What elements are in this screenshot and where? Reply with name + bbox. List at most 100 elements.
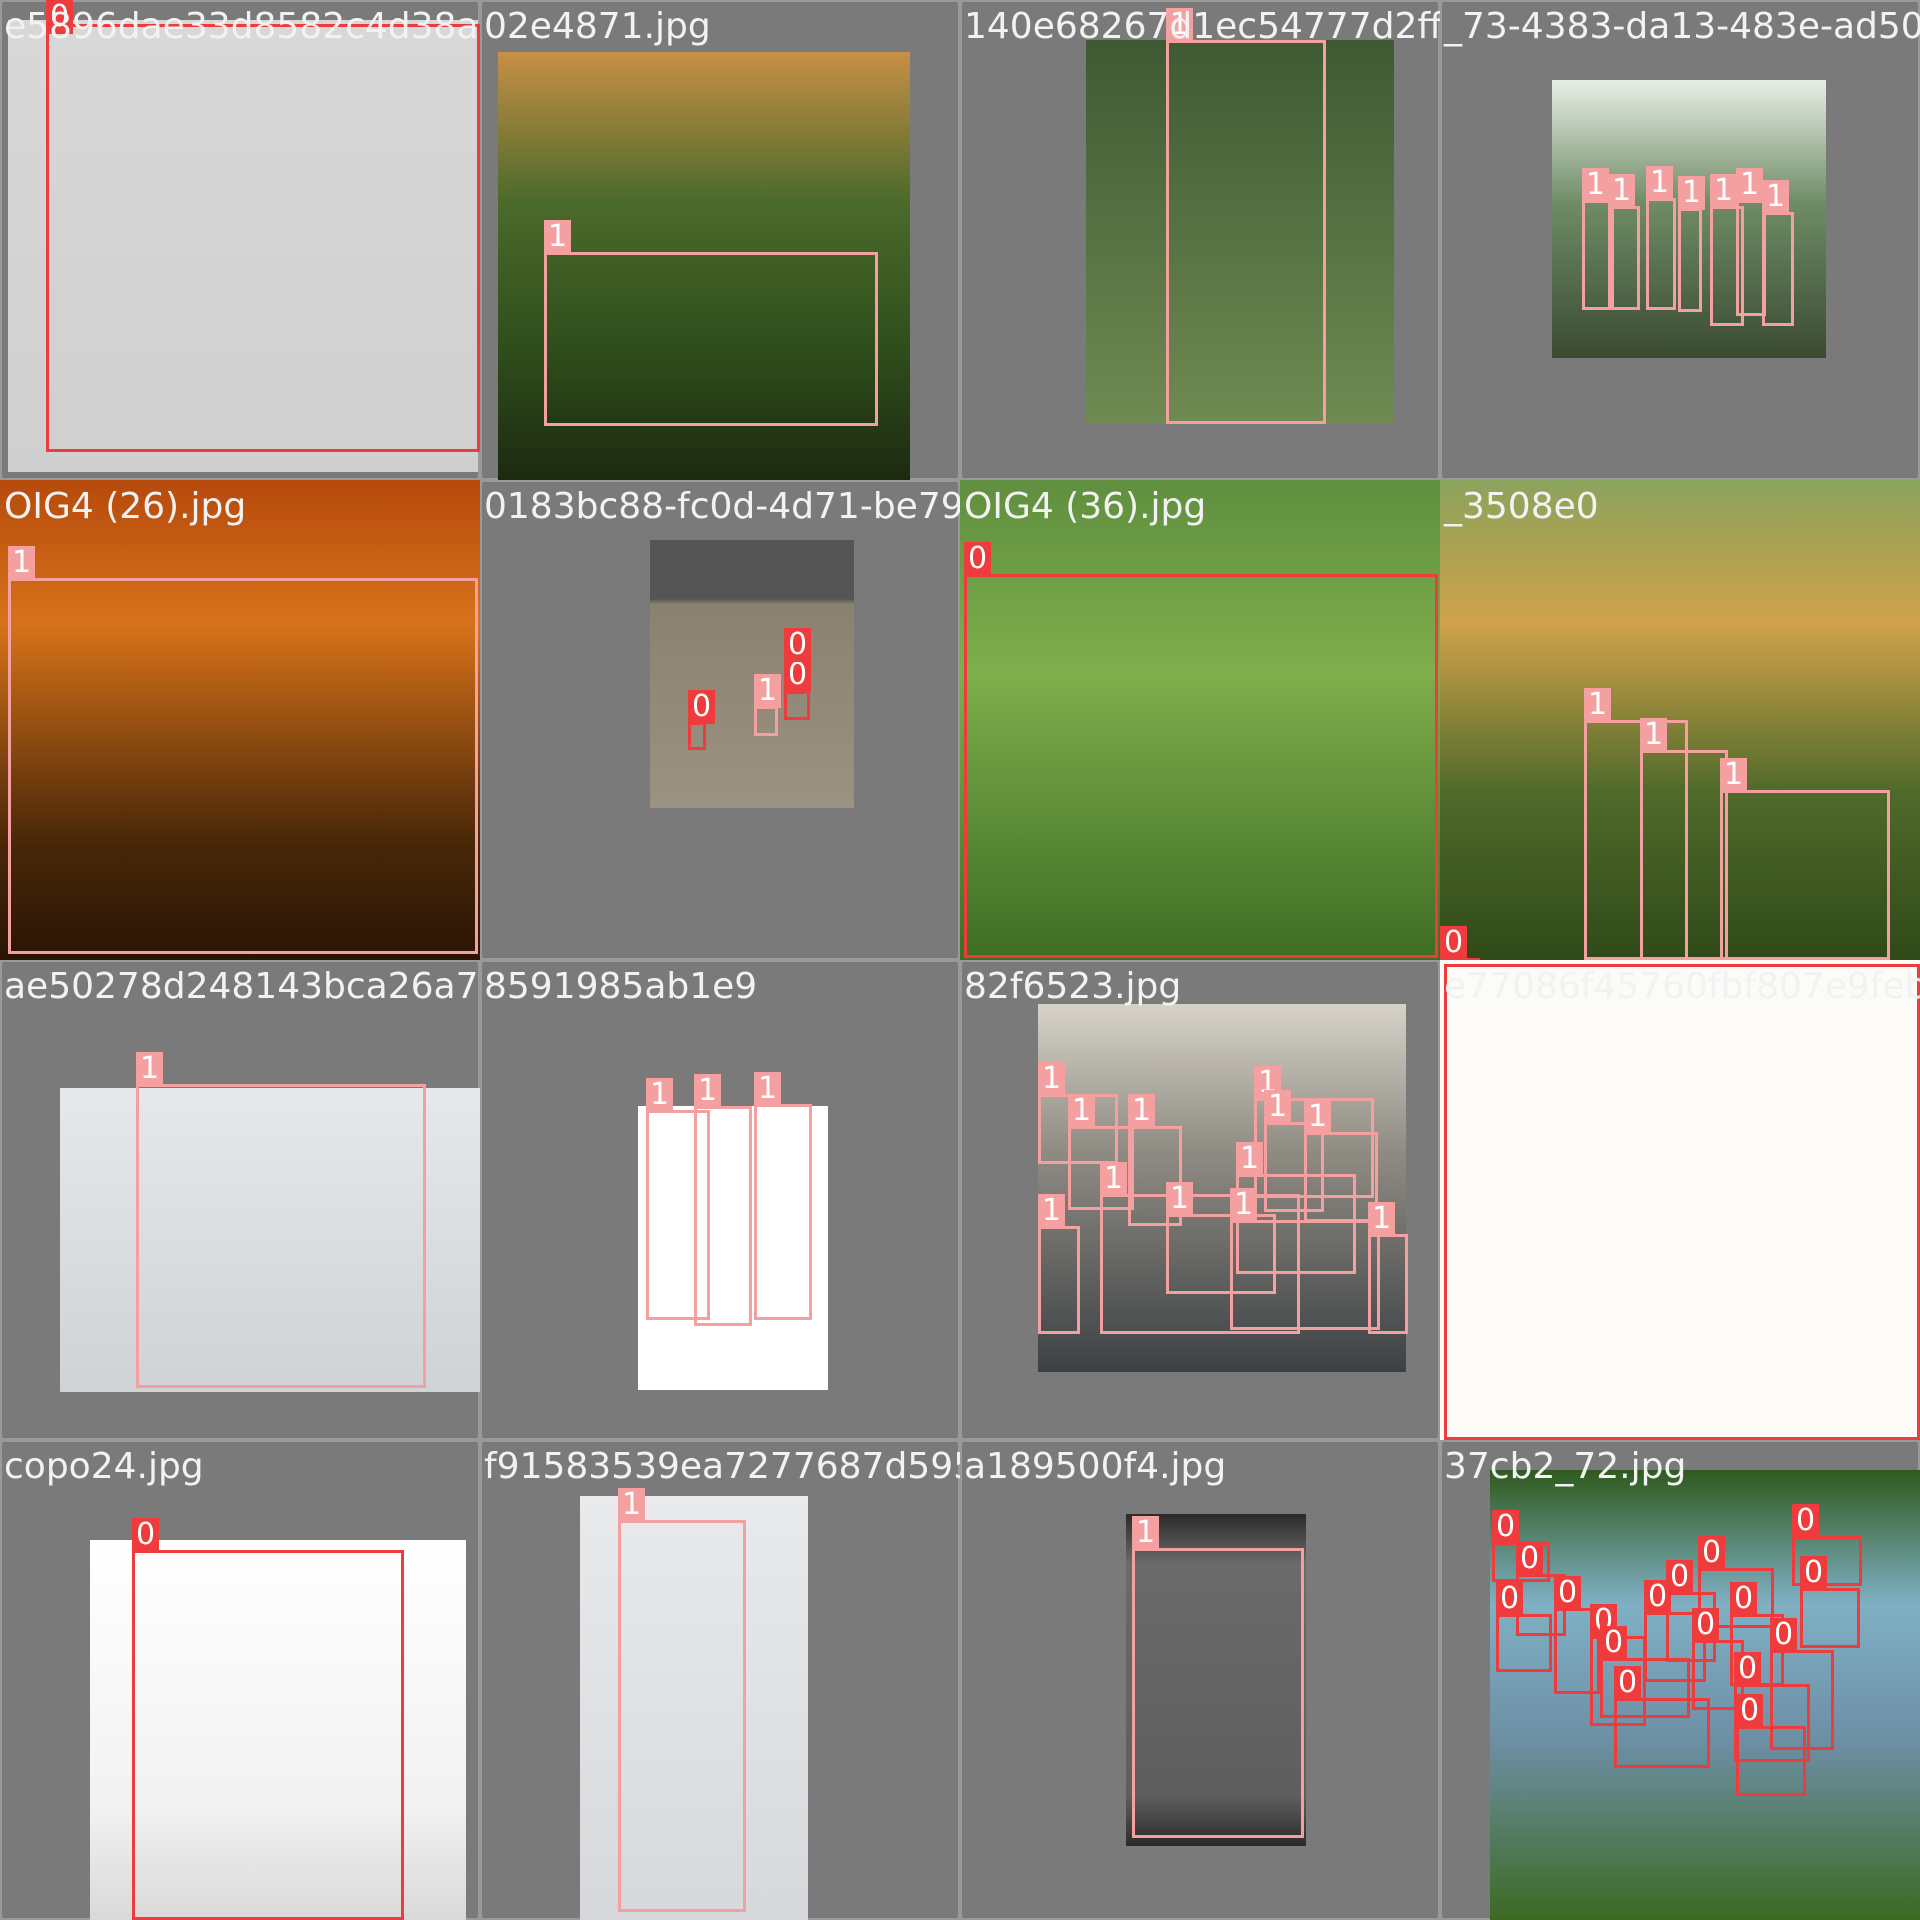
image-tile[interactable]: 37cb2_72.jpg 0 0 0 0 0 0 0 0 0 0 0 0 0 0 0 0 0	[1440, 1440, 1920, 1920]
photo	[1126, 1514, 1306, 1846]
tile-filename: 0183bc88-fc0d-4d71-be79-a	[484, 486, 960, 527]
image-tile[interactable]: _73-4383-da13-483e-ad50 1 1 1 1 1 1 1	[1440, 0, 1920, 480]
bounding-box	[8, 578, 478, 954]
class-label: 1	[1132, 1516, 1160, 1550]
image-tile[interactable]: OIG4 (26).jpg 1	[0, 480, 480, 960]
class-label: 1	[136, 1052, 164, 1086]
image-tile[interactable]: f91583539ea7277687d5954 1	[480, 1440, 960, 1920]
photo	[8, 20, 478, 472]
photo	[638, 1106, 828, 1390]
image-tile[interactable]: _3508e0 1 1 1 0	[1440, 480, 1920, 960]
bounding-box	[46, 24, 480, 452]
tile-filename: _3508e0	[1444, 486, 1599, 527]
class-label: 1	[1128, 1094, 1156, 1128]
bounding-box	[1640, 750, 1728, 960]
class-label: 0	[1600, 1626, 1628, 1660]
class-label: 1	[1100, 1162, 1128, 1196]
bounding-box	[1236, 1174, 1356, 1274]
image-tile[interactable]: e5896dae33d8582c4d38acc 0	[0, 0, 480, 480]
bounding-box	[1166, 1214, 1276, 1294]
class-label: 1	[1068, 1094, 1096, 1128]
bounding-box	[1496, 1614, 1552, 1672]
class-label: 1	[1608, 174, 1636, 208]
class-label: 1	[1166, 8, 1194, 42]
bounding-box	[1100, 1194, 1300, 1334]
class-label: 1	[754, 1072, 782, 1106]
class-label: 0	[1692, 1608, 1720, 1642]
tile-filename: _73-4383-da13-483e-ad50	[1444, 6, 1920, 47]
bounding-box	[1132, 1548, 1304, 1838]
class-label: 0	[1614, 1666, 1642, 1700]
class-label: 1	[1640, 718, 1668, 752]
bounding-box	[136, 1084, 426, 1388]
bounding-box	[1230, 1220, 1380, 1330]
class-label: 1	[1304, 1100, 1332, 1134]
tile-filename: f91583539ea7277687d5954	[484, 1446, 960, 1487]
bounding-box	[688, 722, 706, 750]
class-label: 0	[1770, 1618, 1798, 1652]
class-label: 1	[1368, 1202, 1396, 1236]
class-label: 0	[964, 542, 992, 576]
class-label: 0	[1440, 926, 1468, 960]
image-tile[interactable]: a189500f4.jpg 1	[960, 1440, 1440, 1920]
tile-filename: 140e68267d1ec54777d2ffef8a4993	[964, 6, 1440, 47]
class-label: 1	[1230, 1188, 1258, 1222]
class-label: 1	[1038, 1062, 1066, 1096]
class-label: 0	[1492, 1510, 1520, 1544]
tile-filename: 82f6523.jpg	[964, 966, 1182, 1007]
photo	[650, 540, 854, 808]
class-label: 0	[46, 0, 74, 34]
class-label: 1	[1678, 176, 1706, 210]
bounding-box	[1614, 1698, 1710, 1768]
bounding-box	[1678, 208, 1702, 312]
bounding-box	[1644, 1612, 1706, 1682]
class-label: 0	[1730, 1582, 1758, 1616]
image-tile[interactable]: 82f6523.jpg 1 1 1 1 1 1 1 1 1 1 1 1	[960, 960, 1440, 1440]
bounding-box	[964, 574, 1438, 958]
class-label: 0	[1496, 1582, 1524, 1616]
tile-filename: OIG4 (26).jpg	[4, 486, 247, 527]
tile-filename: 8591985ab1e9	[484, 966, 758, 1007]
class-label: 1	[1582, 168, 1610, 202]
class-label: 1	[544, 220, 572, 254]
photo	[60, 1088, 480, 1392]
image-tile[interactable]: e77086f45760fbf807e9feb0	[1440, 960, 1920, 1440]
image-tile[interactable]: ae50278d248143bca26a765 1	[0, 960, 480, 1440]
class-label: 1	[1038, 1194, 1066, 1228]
class-label: 1	[1264, 1090, 1292, 1124]
image-tile[interactable]: 140e68267d1ec54777d2ffef8a49931	[960, 0, 1440, 480]
image-tile[interactable]: OIG4 (36).jpg 0	[960, 480, 1440, 960]
class-label: 1	[1646, 166, 1674, 200]
image-tile[interactable]: copo24.jpg 0	[0, 1440, 480, 1920]
class-label: 0	[1792, 1504, 1820, 1538]
bounding-box	[1720, 790, 1890, 960]
image-tile[interactable]: 0183bc88-fc0d-4d71-be79-a 0 1 0 0	[480, 480, 960, 960]
bounding-box	[1646, 198, 1676, 310]
class-label: 1	[1710, 174, 1738, 208]
tile-filename: ae50278d248143bca26a765	[4, 966, 480, 1007]
tile-filename: 02e4871.jpg	[484, 6, 711, 47]
class-label: 0	[132, 1518, 160, 1552]
class-label: 1	[8, 546, 36, 580]
class-label: 1	[1236, 1142, 1264, 1176]
tile-filename: e5896dae33d8582c4d38acc	[4, 6, 480, 47]
image-tile[interactable]: 02e4871.jpg 1	[480, 0, 960, 480]
tile-filename: OIG4 (36).jpg	[964, 486, 1207, 527]
photo	[960, 480, 1440, 960]
bounding-box	[1584, 720, 1688, 960]
tile-filename: e77086f45760fbf807e9feb0	[1444, 966, 1920, 1007]
bounding-box	[1264, 1122, 1324, 1212]
bounding-box	[1762, 212, 1794, 326]
bounding-box	[1734, 1684, 1810, 1762]
class-label: 0	[1800, 1556, 1828, 1590]
class-label: 1	[1762, 180, 1790, 214]
class-label: 1	[646, 1078, 674, 1112]
image-tile[interactable]: 8591985ab1e9 1 1 1	[480, 960, 960, 1440]
class-label: 0	[1666, 1560, 1694, 1594]
bounding-box	[1698, 1568, 1774, 1628]
class-label: 1	[754, 674, 782, 708]
class-label: 0	[1736, 1694, 1764, 1728]
class-label: 1	[1166, 1182, 1194, 1216]
bounding-box	[694, 1106, 752, 1326]
